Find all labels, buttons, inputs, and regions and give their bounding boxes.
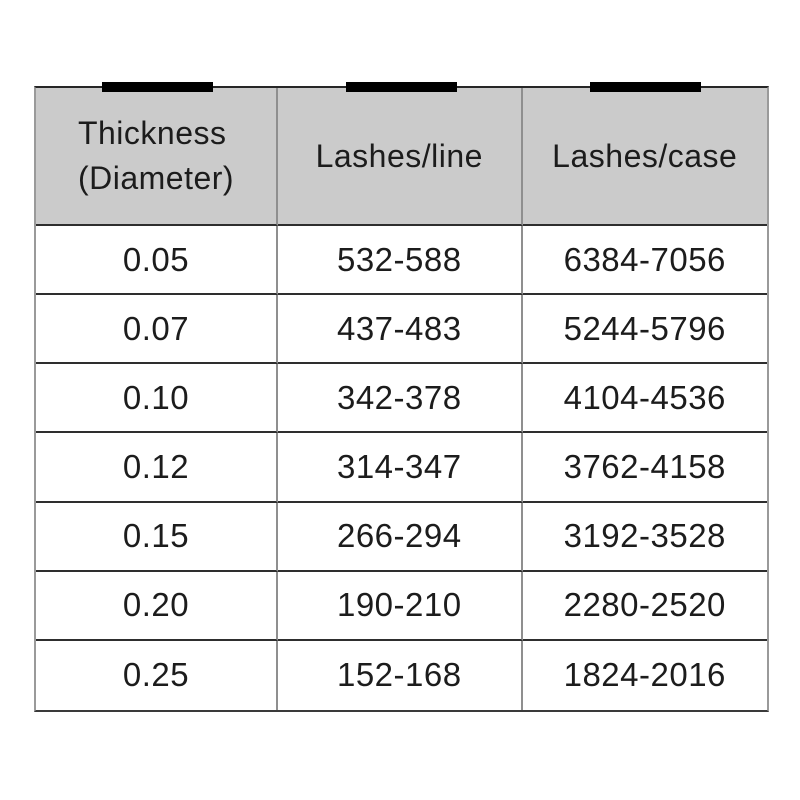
header-cell-lashes-per-line: Lashes/line: [278, 88, 523, 226]
cell-lashes-per-line: 342-378: [278, 364, 523, 434]
cell-lashes-per-case: 1824-2016: [522, 640, 767, 710]
cell-lashes-per-case: 3192-3528: [522, 502, 767, 572]
cell-thickness: 0.10: [36, 364, 279, 434]
cell-lashes-per-line: 532-588: [278, 226, 523, 296]
cell-lashes-per-case: 2280-2520: [522, 571, 767, 641]
cell-lashes-per-line: 266-294: [278, 502, 523, 572]
cell-lashes-per-case: 3762-4158: [522, 433, 767, 503]
cell-thickness: 0.07: [36, 295, 279, 365]
header-thickness-line2: (Diameter): [77, 160, 235, 196]
header-thickness-line1: Thickness: [77, 115, 227, 151]
cell-thickness: 0.20: [36, 571, 279, 641]
cell-thickness: 0.12: [36, 433, 279, 503]
cell-lashes-per-case: 4104-4536: [522, 364, 767, 434]
header-cell-thickness: Thickness (Diameter): [36, 88, 279, 226]
column-top-tape-mark: [102, 82, 213, 92]
header-cell-lashes-per-case: Lashes/case: [522, 88, 767, 226]
lash-count-table: Thickness (Diameter) Lashes/line Lashes/…: [34, 82, 769, 712]
header-lashes-line-label: Lashes/line: [315, 137, 483, 174]
cell-thickness: 0.15: [36, 502, 279, 572]
cell-lashes-per-line: 437-483: [278, 295, 523, 365]
cell-lashes-per-line: 190-210: [278, 571, 523, 641]
cell-lashes-per-case: 5244-5796: [522, 295, 767, 365]
column-top-tape-mark: [590, 82, 701, 92]
cell-lashes-per-case: 6384-7056: [522, 226, 767, 296]
header-lashes-case-label: Lashes/case: [552, 137, 738, 174]
cell-lashes-per-line: 314-347: [278, 433, 523, 503]
cell-thickness: 0.05: [36, 226, 279, 296]
cell-thickness: 0.25: [36, 640, 279, 710]
column-top-tape-mark: [346, 82, 457, 92]
cell-lashes-per-line: 152-168: [278, 640, 523, 710]
